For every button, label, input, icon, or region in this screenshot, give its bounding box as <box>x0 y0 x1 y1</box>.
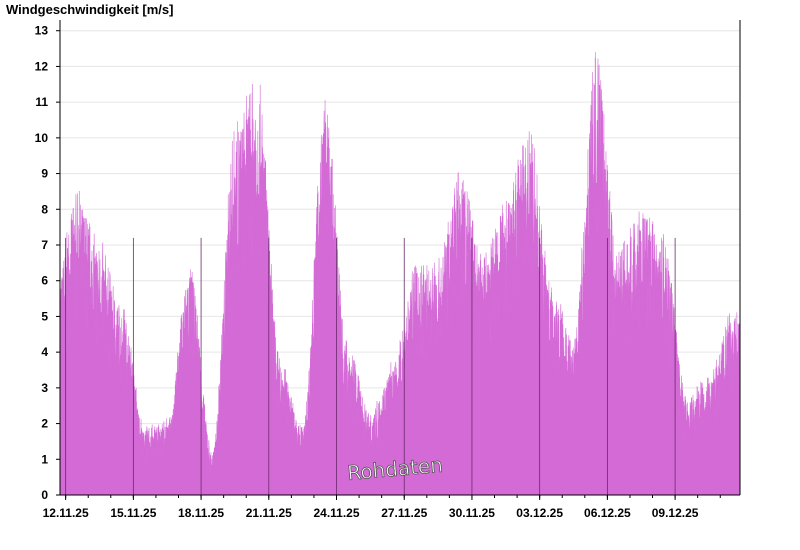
wind-speed-bars <box>59 52 741 496</box>
x-tick-label: 30.11.25 <box>449 506 495 520</box>
y-tick-label: 3 <box>41 381 48 395</box>
y-tick-label: 1 <box>41 452 48 466</box>
y-tick-label: 12 <box>35 59 49 73</box>
y-tick-label: 10 <box>35 131 49 145</box>
x-tick-label: 09.12.25 <box>652 506 699 520</box>
y-tick-label: 6 <box>41 274 48 288</box>
y-tick-label: 13 <box>35 24 49 38</box>
x-tick-label: 27.11.25 <box>381 506 427 520</box>
day-markers <box>65 237 676 495</box>
y-tick-label: 7 <box>41 238 48 252</box>
y-tick-label: 8 <box>41 202 48 216</box>
x-tick-label: 06.12.25 <box>584 506 631 520</box>
x-tick-label: 18.11.25 <box>178 506 224 520</box>
x-tick-label: 12.11.25 <box>43 506 89 520</box>
x-tick-label: 03.12.25 <box>516 506 563 520</box>
x-tick-label: 24.11.25 <box>313 506 359 520</box>
y-tick-label: 5 <box>41 309 48 323</box>
chart-title: Windgeschwindigkeit [m/s] <box>6 2 174 17</box>
x-tick-label: 21.11.25 <box>246 506 292 520</box>
y-tick-label: 11 <box>35 95 48 109</box>
x-tick-label: 15.11.25 <box>110 506 156 520</box>
y-tick-label: 2 <box>41 417 48 431</box>
wind-speed-area <box>59 52 741 496</box>
y-tick-label: 4 <box>41 345 48 359</box>
y-tick-label: 9 <box>41 167 48 181</box>
y-tick-label: 0 <box>41 488 48 502</box>
axes <box>59 20 741 496</box>
x-axis-ticks: 12.11.25 15.11.25 18.11.25 21.11.25 24.11.25… <box>43 495 721 520</box>
